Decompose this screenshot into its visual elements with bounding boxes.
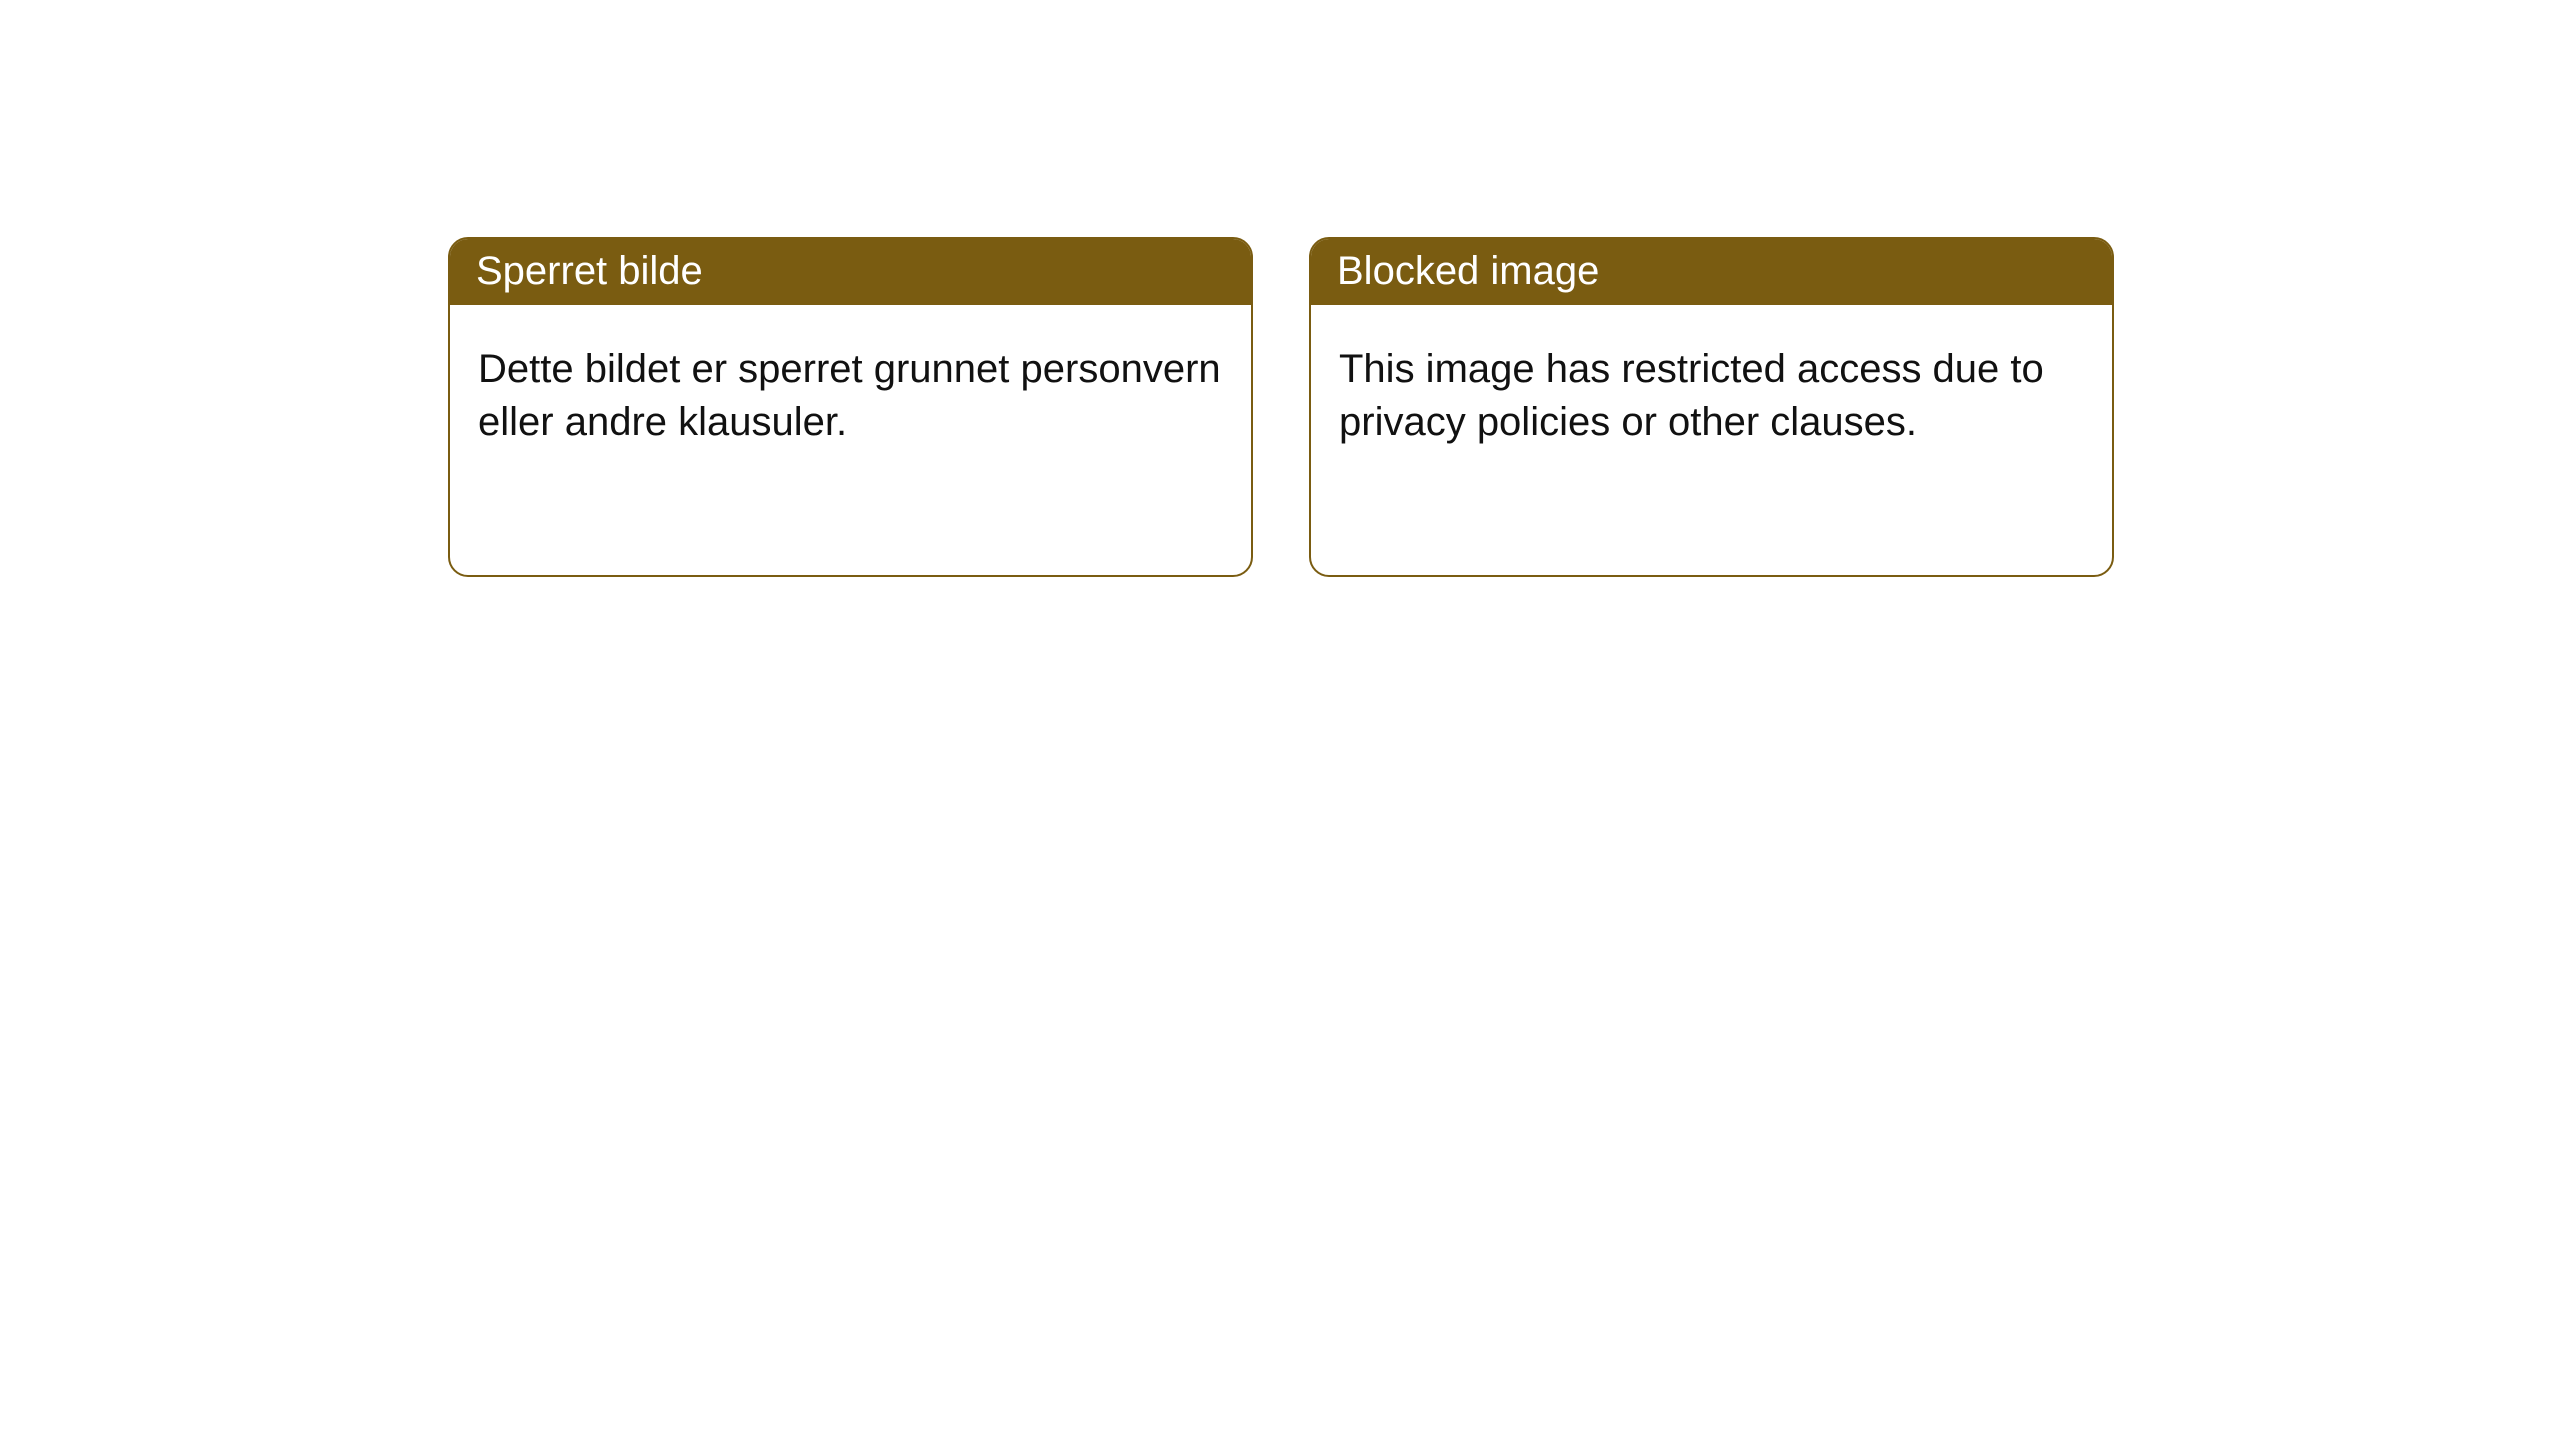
card-body-text: Dette bildet er sperret grunnet personve…: [478, 347, 1221, 444]
notice-cards-container: Sperret bilde Dette bildet er sperret gr…: [448, 237, 2114, 577]
notice-card-english: Blocked image This image has restricted …: [1309, 237, 2114, 577]
card-header: Blocked image: [1311, 239, 2112, 305]
card-body: This image has restricted access due to …: [1311, 305, 2112, 575]
card-header: Sperret bilde: [450, 239, 1251, 305]
card-title: Sperret bilde: [476, 249, 703, 293]
notice-card-norwegian: Sperret bilde Dette bildet er sperret gr…: [448, 237, 1253, 577]
card-body: Dette bildet er sperret grunnet personve…: [450, 305, 1251, 575]
card-title: Blocked image: [1337, 249, 1599, 293]
card-body-text: This image has restricted access due to …: [1339, 347, 2044, 444]
